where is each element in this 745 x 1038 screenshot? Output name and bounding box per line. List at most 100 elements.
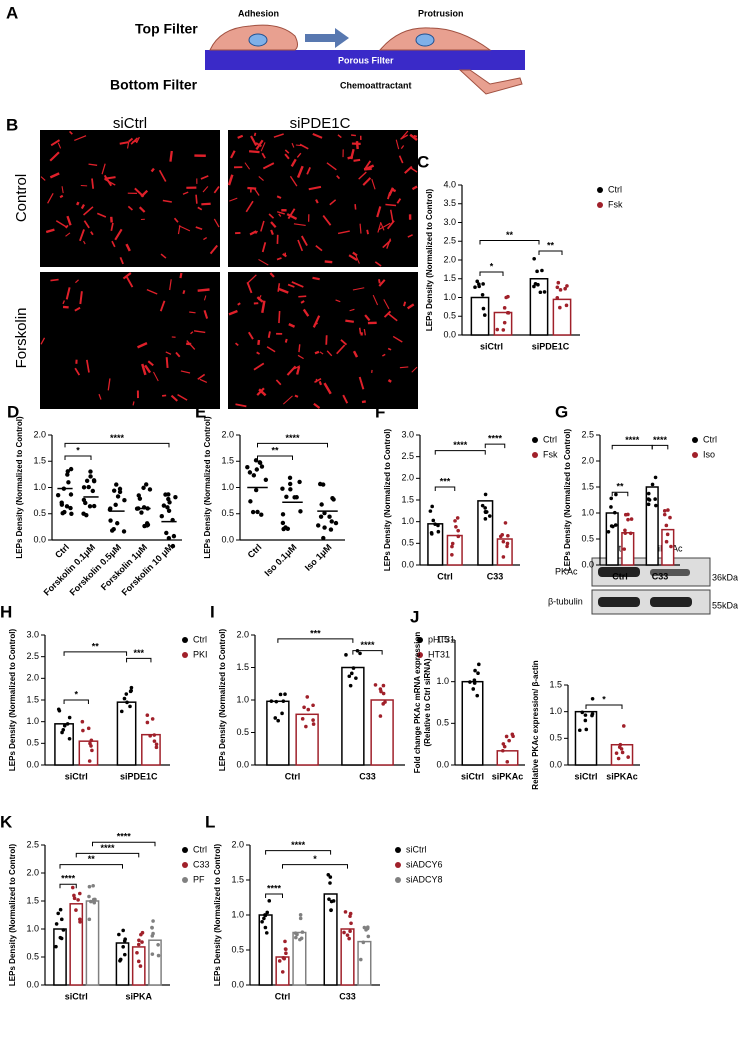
point: [311, 703, 315, 707]
y-tick-label: 1.5: [443, 273, 456, 283]
y-tick-label: 1.5: [33, 456, 46, 466]
bar: [324, 894, 337, 985]
point: [329, 875, 333, 879]
cell-fluorescence: [367, 230, 368, 234]
point: [665, 540, 669, 544]
point: [622, 547, 626, 551]
micrograph: [228, 272, 418, 409]
point: [358, 652, 362, 656]
bar: [142, 735, 160, 765]
point: [629, 532, 633, 536]
cell-fluorescence: [255, 133, 256, 136]
x-tick-label: Ctrl: [275, 991, 291, 1001]
x-tick-label: siCtrl: [65, 991, 88, 1001]
point: [319, 502, 323, 506]
point: [626, 518, 630, 522]
point: [654, 476, 658, 480]
y-tick-label: 0.5: [231, 944, 244, 954]
significance-bracket: [435, 487, 455, 491]
point: [366, 926, 370, 930]
point: [281, 527, 285, 531]
significance-label: ****: [110, 433, 125, 443]
point: [115, 521, 119, 525]
legend-label: siCtrl: [406, 844, 427, 854]
point: [160, 514, 164, 518]
point: [477, 663, 481, 667]
point: [163, 492, 167, 496]
label: Top Filter: [135, 21, 198, 37]
point: [502, 742, 506, 746]
significance-label: ***: [133, 648, 144, 658]
point: [59, 908, 63, 912]
legend-label: HT31: [428, 649, 450, 659]
x-tick-label: Iso 1μM: [303, 542, 334, 573]
y-tick-label: 1.0: [236, 694, 249, 704]
point: [504, 296, 508, 300]
point: [471, 687, 475, 691]
significance-label: ****: [100, 843, 115, 853]
point: [68, 737, 72, 741]
point: [482, 307, 486, 311]
legend-label: siADCY6: [406, 859, 443, 869]
y-tick-label: 0.0: [443, 329, 456, 339]
point: [135, 951, 139, 955]
cell-fluorescence: [379, 279, 380, 283]
point: [122, 529, 126, 533]
point: [591, 697, 595, 701]
y-tick-label: 0.5: [26, 951, 39, 961]
point: [60, 511, 64, 515]
point: [263, 913, 267, 917]
legend-marker: [395, 877, 401, 883]
cell-fluorescence: [77, 202, 78, 205]
point: [162, 503, 166, 507]
point: [116, 494, 120, 498]
cell-fluorescence: [133, 401, 134, 405]
point: [83, 501, 87, 505]
point: [322, 525, 326, 529]
legend-label: Fsk: [543, 449, 558, 459]
legend-label: Ctrl: [193, 634, 207, 644]
point: [359, 958, 363, 962]
x-tick-label: siPDE1C: [120, 771, 158, 781]
bar: [259, 915, 272, 985]
point: [265, 931, 269, 935]
bar: [341, 929, 354, 985]
point: [352, 666, 356, 670]
point: [557, 281, 561, 285]
point: [121, 929, 125, 933]
y-tick-label: 2.0: [443, 254, 456, 264]
legend-label: Ctrl: [193, 844, 207, 854]
cell-fluorescence: [404, 302, 405, 306]
row-label: Control: [13, 174, 30, 222]
micrograph: [228, 130, 418, 267]
point: [59, 500, 63, 504]
point: [123, 937, 127, 941]
point: [476, 671, 480, 675]
point: [495, 328, 499, 332]
point: [139, 933, 143, 937]
y-tick-label: 1.0: [581, 507, 594, 517]
point: [505, 760, 509, 764]
y-tick-label: 0.0: [221, 534, 234, 544]
x-tick-label: Iso 0.1μM: [263, 542, 299, 578]
point: [374, 683, 378, 687]
point: [60, 937, 64, 941]
y-tick-label: 2.5: [26, 651, 39, 661]
significance-label: ****: [488, 433, 503, 443]
point: [259, 513, 263, 517]
point: [349, 684, 353, 688]
point: [454, 525, 458, 529]
point: [248, 470, 252, 474]
point: [87, 727, 91, 731]
point: [255, 510, 259, 514]
bar: [462, 682, 482, 765]
significance-bracket: [283, 865, 348, 869]
cell-fluorescence: [198, 290, 210, 291]
point: [502, 540, 506, 544]
y-tick-label: 1.0: [26, 716, 39, 726]
point: [66, 722, 70, 726]
significance-bracket: [65, 456, 91, 460]
column-label: siPDE1C: [290, 115, 351, 132]
